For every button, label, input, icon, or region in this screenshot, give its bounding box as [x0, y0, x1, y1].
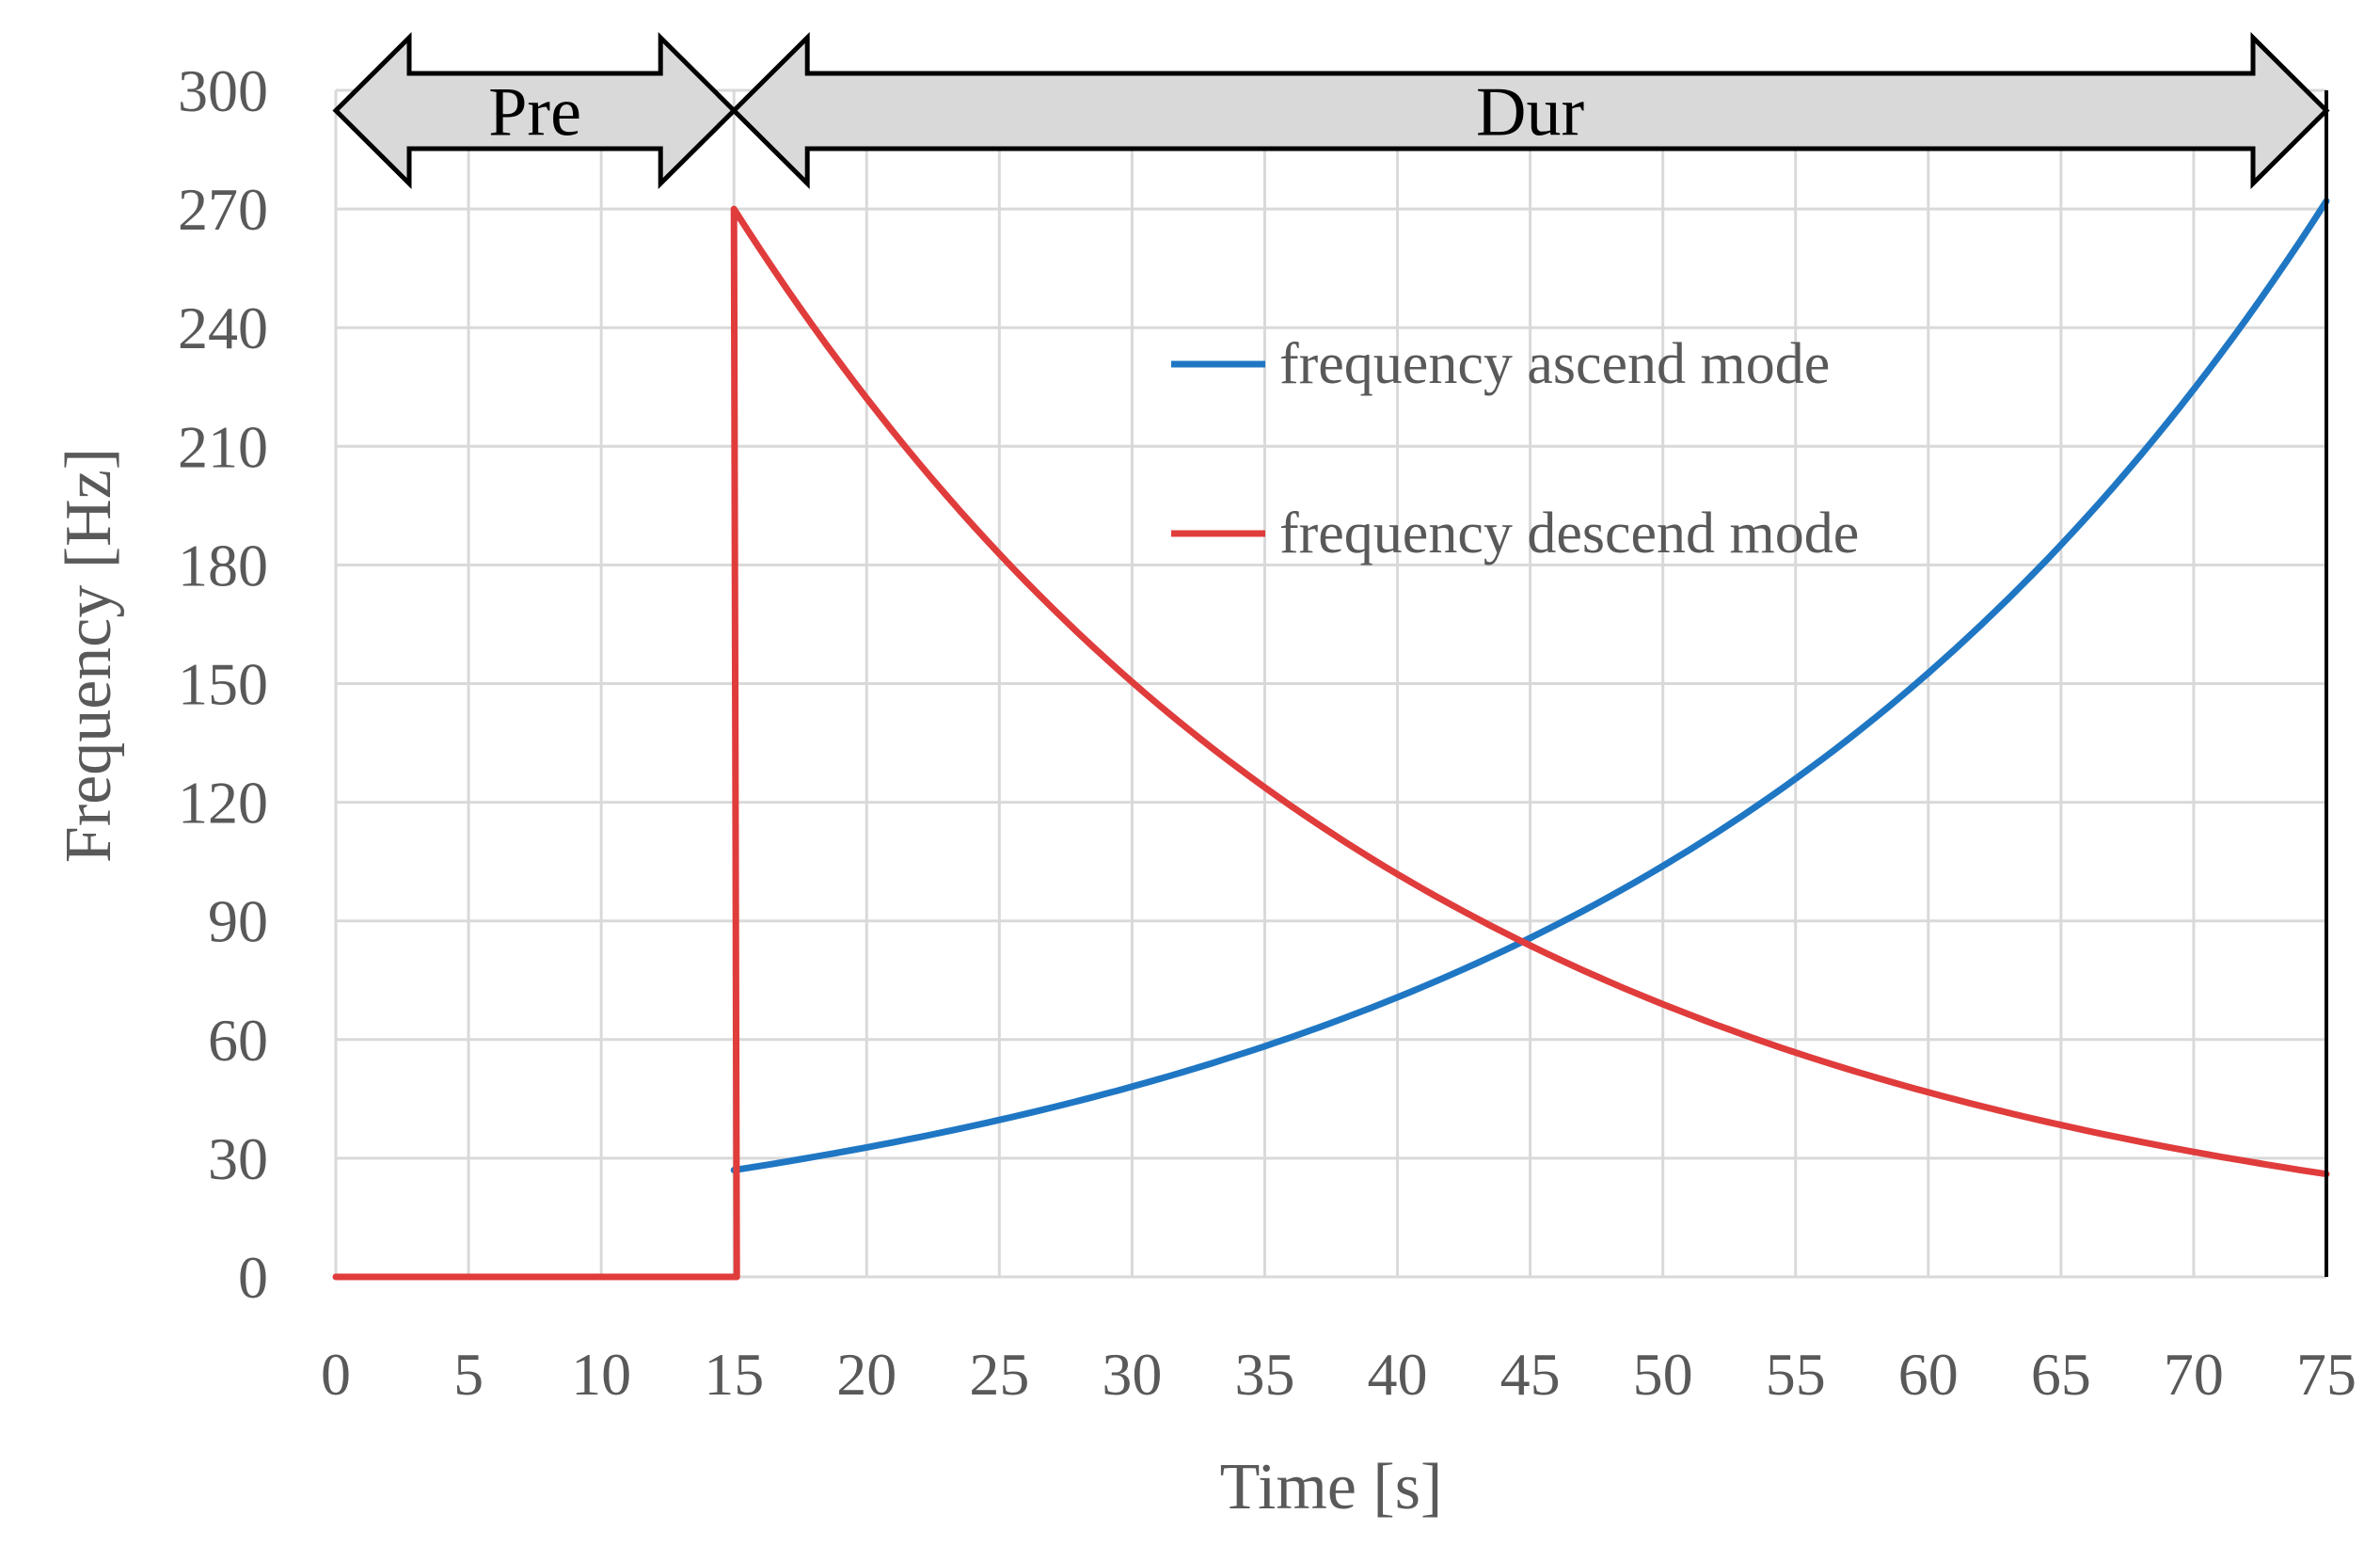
series	[332, 198, 2330, 1281]
y-tick-label-150: 150	[178, 651, 268, 718]
series-line-descend	[332, 205, 2330, 1281]
y-tick-label-240: 240	[178, 295, 268, 361]
x-tick-label-20: 20	[836, 1341, 896, 1408]
x-tick-label-15: 15	[704, 1341, 764, 1408]
y-tick-label-0: 0	[238, 1244, 268, 1311]
x-tick-label-60: 60	[1898, 1341, 1959, 1408]
y-tick-label-210: 210	[178, 413, 268, 480]
x-tick-label-65: 65	[2031, 1341, 2091, 1408]
x-tick-label-25: 25	[969, 1341, 1029, 1408]
x-tick-label-30: 30	[1102, 1341, 1162, 1408]
y-tick-label-180: 180	[178, 532, 268, 598]
axes: 0 30 60 90 120 150 180 210 240 270 300 0 5 10 15 20 25 30…	[53, 57, 2356, 1523]
y-tick-label-120: 120	[178, 770, 268, 837]
x-tick-label-50: 50	[1633, 1341, 1693, 1408]
x-tick-label-75: 75	[2296, 1341, 2356, 1408]
legend-label-descend: frequency descend mode	[1279, 502, 1859, 566]
x-axis-title: Time [s]	[1220, 1451, 1443, 1523]
y-tick-label-60: 60	[208, 1007, 268, 1074]
legend-label-ascend: frequency ascend mode	[1279, 332, 1830, 396]
x-tick-label-5: 5	[453, 1341, 484, 1408]
x-tick-label-45: 45	[1500, 1341, 1561, 1408]
legend: frequency ascend mode frequency descend m…	[1171, 332, 1859, 566]
y-tick-label-90: 90	[208, 888, 268, 955]
series-line-ascend	[730, 198, 2330, 1173]
x-tick-label-55: 55	[1766, 1341, 1826, 1408]
grid	[334, 88, 2328, 1279]
x-tick-label-10: 10	[571, 1341, 631, 1408]
x-tick-label-0: 0	[321, 1341, 351, 1408]
y-tick-label-270: 270	[178, 176, 268, 243]
phase-label-pre: Pre	[488, 74, 581, 151]
y-axis-title: Frequency [Hz]	[53, 448, 125, 863]
x-tick-label-35: 35	[1234, 1341, 1294, 1408]
x-tick-label-40: 40	[1368, 1341, 1428, 1408]
phase-label-dur: Dur	[1476, 74, 1584, 151]
y-tick-label-30: 30	[208, 1125, 268, 1192]
y-tick-label-300: 300	[178, 57, 268, 124]
phase-arrows: Pre Dur	[332, 31, 2330, 190]
x-tick-label-70: 70	[2164, 1341, 2224, 1408]
